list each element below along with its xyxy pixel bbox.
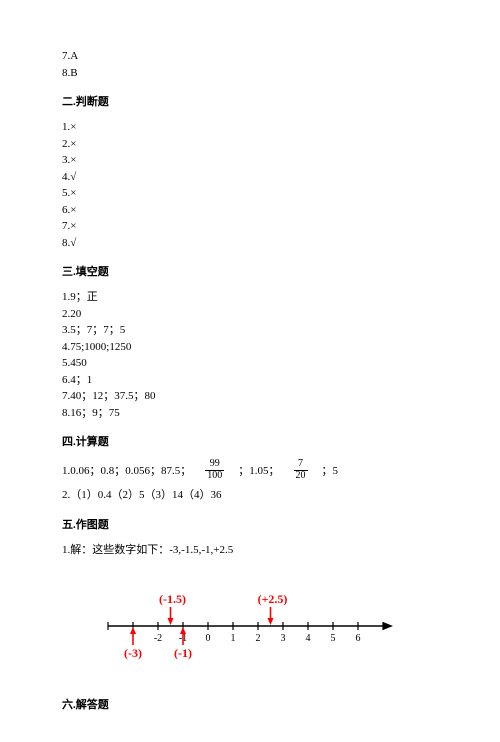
section-2-title: 二.判断题 xyxy=(62,93,438,109)
judge-item: 5.× xyxy=(62,185,438,202)
section-3-items: 1.9；正 2.20 3.5；7；7；5 4.75;1000;1250 5.45… xyxy=(62,289,438,421)
fill-item: 2.20 xyxy=(62,306,438,323)
section-4-title: 四.计算题 xyxy=(62,433,438,449)
judge-item: 3.× xyxy=(62,152,438,169)
judge-item: 1.× xyxy=(62,119,438,136)
svg-text:(-1): (-1) xyxy=(174,646,192,660)
calc-text: ；5 xyxy=(322,462,339,478)
svg-text:4: 4 xyxy=(305,633,310,644)
judge-item: 8.√ xyxy=(62,235,438,252)
fill-item: 6.4；1 xyxy=(62,372,438,389)
svg-text:1: 1 xyxy=(230,633,235,644)
fill-item: 7.40；12；37.5；80 xyxy=(62,388,438,405)
fraction-num: 99 xyxy=(205,459,224,471)
judge-item: 2.× xyxy=(62,136,438,153)
judge-item: 4.√ xyxy=(62,169,438,186)
svg-text:5: 5 xyxy=(330,633,335,644)
fill-item: 3.5；7；7；5 xyxy=(62,322,438,339)
calc-line-1: 1.0.06；0.8；0.056；87.5； 99 100 ；1.05； 7 2… xyxy=(62,459,438,481)
fraction-den: 100 xyxy=(205,471,224,482)
section-6-title: 六.解答题 xyxy=(62,696,438,712)
section-5-line1: 1.解：这些数字如下：-3,-1.5,-1,+2.5 xyxy=(62,542,438,559)
fill-item: 5.450 xyxy=(62,355,438,372)
numberline-container: -2-10123456(-1.5)(+2.5)(-3)(-1) xyxy=(62,586,438,666)
fraction-num: 7 xyxy=(294,459,308,471)
answer-item: 8.B xyxy=(62,65,438,82)
svg-text:-2: -2 xyxy=(153,633,161,644)
calc-line-2: 2.（1）0.4（2）5（3）14（4）36 xyxy=(62,487,438,504)
svg-text:(-3): (-3) xyxy=(124,646,142,660)
section-5-title: 五.作图题 xyxy=(62,516,438,532)
fraction: 7 20 xyxy=(294,459,308,481)
calc-text: 1.0.06；0.8；0.056；87.5； xyxy=(62,462,191,478)
section-4-items: 1.0.06；0.8；0.056；87.5； 99 100 ；1.05； 7 2… xyxy=(62,459,438,504)
answers-top: 7.A 8.B xyxy=(62,48,438,81)
svg-text:(-1.5): (-1.5) xyxy=(159,592,186,606)
calc-text: ；1.05； xyxy=(238,462,279,478)
answer-item: 7.A xyxy=(62,48,438,65)
svg-text:2: 2 xyxy=(255,633,260,644)
section-2-items: 1.× 2.× 3.× 4.√ 5.× 6.× 7.× 8.√ xyxy=(62,119,438,251)
judge-item: 6.× xyxy=(62,202,438,219)
fill-item: 1.9；正 xyxy=(62,289,438,306)
svg-text:0: 0 xyxy=(205,633,210,644)
svg-text:6: 6 xyxy=(355,633,360,644)
fill-item: 8.16；9；75 xyxy=(62,405,438,422)
fill-item: 4.75;1000;1250 xyxy=(62,339,438,356)
svg-text:3: 3 xyxy=(280,633,285,644)
fraction-den: 20 xyxy=(294,471,308,482)
judge-item: 7.× xyxy=(62,218,438,235)
page-content: 7.A 8.B 二.判断题 1.× 2.× 3.× 4.√ 5.× 6.× 7.… xyxy=(0,0,500,742)
numberline-diagram: -2-10123456(-1.5)(+2.5)(-3)(-1) xyxy=(98,586,403,666)
section-3-title: 三.填空题 xyxy=(62,263,438,279)
svg-text:(+2.5): (+2.5) xyxy=(257,592,287,606)
fraction: 99 100 xyxy=(205,459,224,481)
